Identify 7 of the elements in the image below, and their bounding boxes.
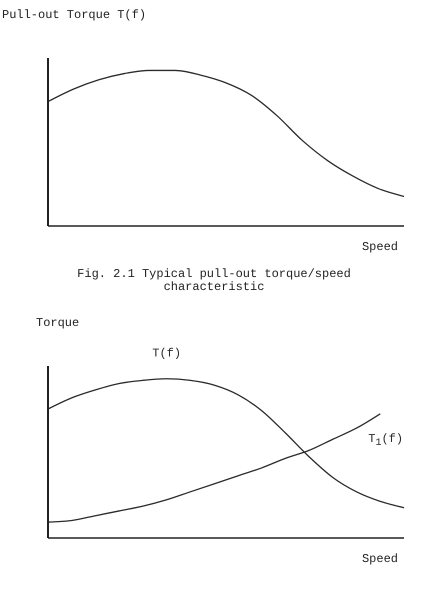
caption: Fig. 2.1 Typical pull-out torque/speed characteristic	[76, 267, 352, 294]
x-axis-title: Speed	[362, 552, 398, 566]
series-label: T(f)	[152, 346, 182, 361]
x-axis-title: Speed	[362, 240, 398, 254]
series-label: T$_{1}$(f)	[368, 432, 404, 449]
y-axis-title: Torque	[36, 316, 80, 332]
y-axis-title: Pull-out Torque T(f)	[2, 8, 148, 24]
